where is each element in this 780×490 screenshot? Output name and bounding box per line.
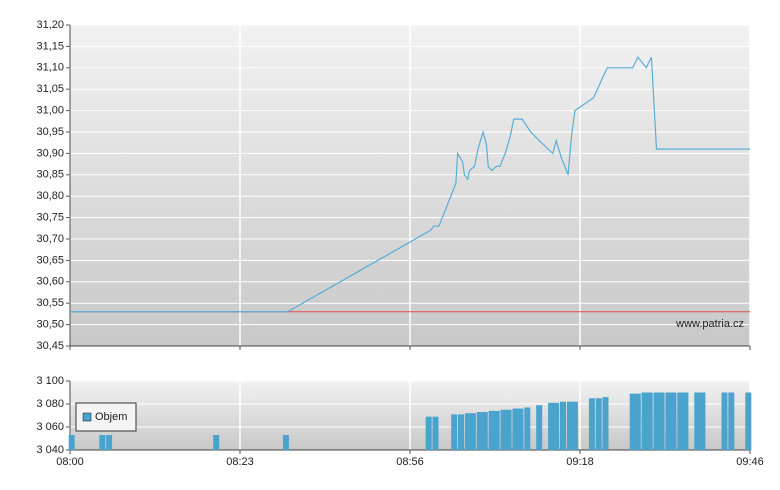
y-tick-label: 31,15 — [36, 40, 64, 52]
volume-bar — [464, 413, 471, 450]
watermark: www.patria.cz — [675, 318, 744, 330]
volume-bar — [646, 392, 653, 450]
y-tick-label: 30,60 — [36, 276, 64, 288]
volume-bar — [694, 392, 701, 450]
volume-bar — [500, 409, 507, 450]
volume-bar — [665, 392, 672, 450]
volume-bar — [99, 435, 106, 450]
volume-bar — [106, 435, 113, 450]
volume-bar — [682, 392, 689, 450]
y-tick-label: 31,05 — [36, 83, 64, 95]
volume-bar — [488, 410, 495, 450]
volume-bar — [745, 392, 752, 450]
y-tick-label: 3 060 — [36, 421, 64, 433]
volume-bar — [213, 435, 220, 450]
volume-bar — [536, 405, 543, 450]
price-line — [70, 55, 750, 313]
x-tick-label: 08:00 — [56, 456, 84, 468]
volume-bar — [670, 392, 677, 450]
y-tick-label: 30,75 — [36, 212, 64, 224]
volume-bar — [728, 392, 735, 450]
volume-bar — [588, 398, 595, 450]
x-tick-label: 08:23 — [226, 456, 254, 468]
volume-bar — [524, 407, 531, 450]
volume-bar — [469, 413, 476, 450]
y-tick-label: 3 080 — [36, 398, 64, 410]
y-tick-label: 3 040 — [36, 444, 64, 456]
y-tick-label: 30,90 — [36, 147, 64, 159]
y-tick-label: 3 100 — [36, 375, 64, 387]
volume-bar — [425, 416, 432, 450]
y-tick-label: 30,80 — [36, 190, 64, 202]
volume-bar — [641, 392, 648, 450]
volume-bar — [653, 392, 660, 450]
volume-bar — [699, 392, 706, 450]
legend-label: Objem — [95, 411, 127, 423]
volume-bar — [629, 393, 636, 450]
y-tick-label: 30,70 — [36, 233, 64, 245]
volume-bar — [451, 414, 458, 450]
volume-bar — [658, 392, 665, 450]
volume-bar — [602, 397, 609, 450]
volume-bar — [476, 412, 483, 450]
volume-bar — [634, 393, 641, 450]
y-tick-label: 31,00 — [36, 105, 64, 117]
volume-bar — [571, 401, 578, 450]
volume-bar — [505, 409, 512, 450]
y-tick-label: 30,65 — [36, 254, 64, 266]
volume-bar — [553, 402, 560, 450]
volume-bar — [458, 414, 464, 450]
y-tick-label: 31,20 — [36, 19, 64, 31]
x-tick-label: 09:18 — [566, 456, 594, 468]
y-tick-label: 30,45 — [36, 340, 64, 352]
x-tick-label: 08:56 — [396, 456, 424, 468]
volume-bar — [512, 408, 519, 450]
volume-bar — [595, 398, 602, 450]
volume-bar — [493, 410, 500, 450]
y-tick-label: 30,50 — [36, 319, 64, 331]
x-tick-label: 09:46 — [736, 456, 764, 468]
volume-bar — [517, 408, 524, 450]
y-tick-label: 30,55 — [36, 297, 64, 309]
volume-bar — [68, 435, 75, 450]
y-tick-label: 30,85 — [36, 169, 64, 181]
volume-bar — [721, 392, 728, 450]
y-tick-label: 30,95 — [36, 126, 64, 138]
volume-bar — [432, 416, 439, 450]
volume-bar — [566, 401, 573, 450]
volume-bar — [677, 392, 684, 450]
volume-bar — [560, 401, 566, 450]
volume-bar — [481, 412, 488, 450]
y-tick-label: 31,10 — [36, 62, 64, 74]
legend-swatch — [82, 412, 92, 422]
volume-bar — [548, 402, 555, 450]
volume-bar — [282, 435, 289, 450]
